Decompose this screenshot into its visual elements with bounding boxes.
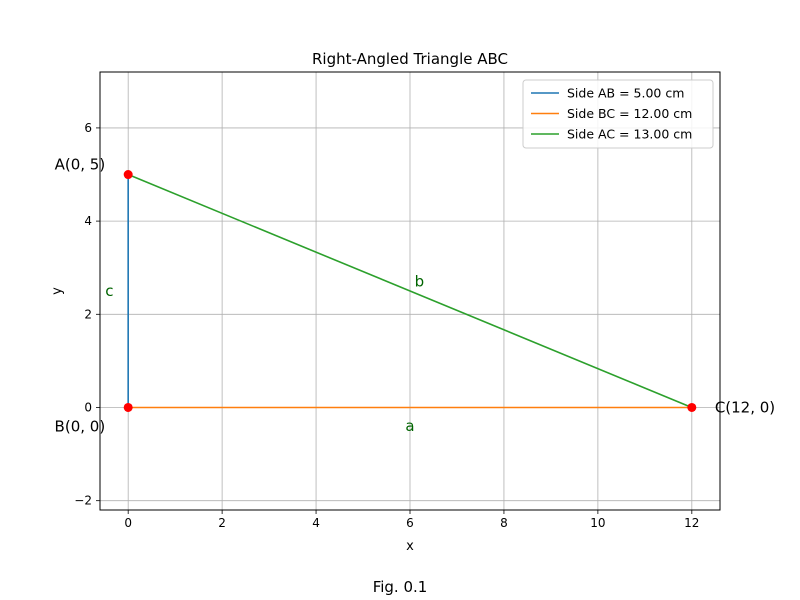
- y-axis-label: y: [50, 287, 65, 295]
- annotations: A(0, 5) B(0, 0) C(12, 0) c b a: [55, 156, 776, 436]
- y-tick-label: 0: [84, 400, 92, 414]
- vertex-points: [123, 170, 697, 412]
- side-label-b: b: [415, 273, 425, 291]
- y-tick-label: −2: [74, 494, 92, 508]
- x-tick-label: 10: [590, 516, 605, 530]
- x-tick-label: 4: [312, 516, 320, 530]
- y-tick-label: 6: [84, 121, 92, 135]
- series-lines: [127, 173, 693, 409]
- legend-box: [522, 79, 714, 149]
- vertex-point: [123, 170, 133, 180]
- x-tick-label: 0: [124, 516, 132, 530]
- axis-ticks: 0 2 4 6 8 10 12 −2 0 2 4 6: [74, 121, 699, 530]
- y-tick-label: 4: [84, 214, 92, 228]
- vertex-label: A(0, 5): [55, 156, 106, 174]
- x-tick-label: 8: [500, 516, 508, 530]
- legend: Side AB = 5.00 cm Side BC = 12.00 cm Side …: [522, 79, 714, 149]
- vertex-point: [123, 402, 133, 412]
- vertex-label: C(12, 0): [715, 398, 775, 416]
- x-axis-label: x: [406, 539, 414, 554]
- vertex-point: [687, 402, 697, 412]
- side-label-c: c: [105, 282, 113, 300]
- figure-caption: Fig. 0.1: [372, 578, 428, 596]
- legend-entry: Side AC = 13.00 cm: [567, 127, 692, 142]
- x-tick-label: 6: [406, 516, 414, 530]
- side-label-a: a: [405, 417, 414, 435]
- legend-entry: Side BC = 12.00 cm: [567, 106, 692, 121]
- y-tick-label: 2: [84, 307, 92, 321]
- chart-title: Right-Angled Triangle ABC: [312, 50, 508, 68]
- series-line-3: [127, 173, 693, 409]
- vertex-label: B(0, 0): [55, 417, 106, 435]
- legend-entry: Side AB = 5.00 cm: [567, 86, 684, 101]
- x-tick-label: 2: [218, 516, 226, 530]
- x-tick-label: 12: [684, 516, 699, 530]
